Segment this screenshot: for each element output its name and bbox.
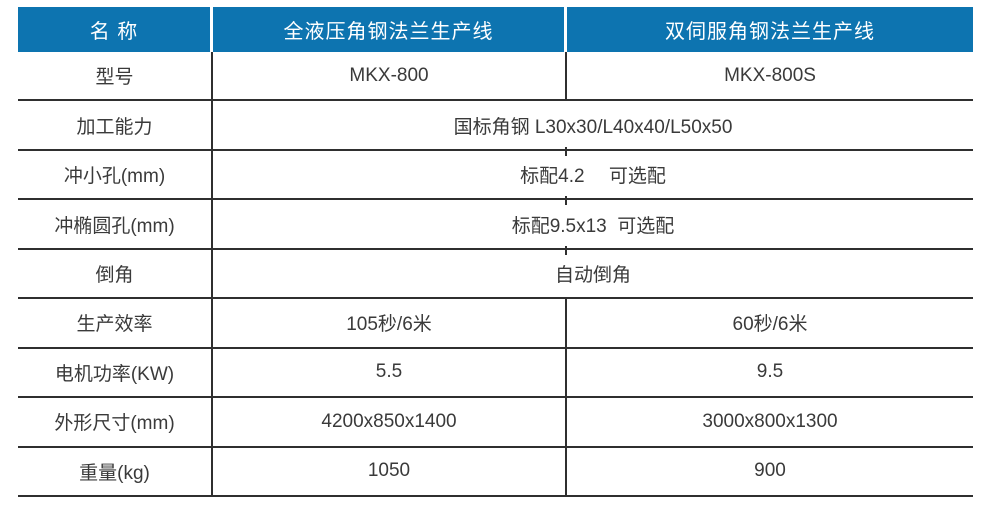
row-value-1: 105秒/6米 (213, 299, 567, 347)
table-row-weight: 重量(kg) 1050 900 (18, 447, 973, 497)
border-stub (565, 196, 567, 205)
table-row-capacity: 加工能力 国标角钢 L30x30/L40x40/L50x50 (18, 101, 973, 151)
row-value-1: MKX-800 (213, 52, 567, 100)
row-value-2: 60秒/6米 (732, 314, 808, 336)
row-value-merged: 国标角钢 L30x30/L40x40/L50x50 (453, 116, 733, 138)
row-label: 电机功率(KW) (18, 348, 213, 397)
row-value-1: 5.5 (213, 348, 567, 397)
row-value-2: 3000x800x1300 (702, 410, 838, 432)
row-value-1: 1050 (213, 447, 567, 495)
row-label: 外形尺寸(mm) (18, 398, 213, 446)
row-value-2: MKX-800S (724, 64, 816, 86)
header-cell-product-1: 全液压角钢法兰生产线 (213, 7, 567, 52)
row-label: 生产效率 (18, 299, 213, 347)
table-header-row: 名 称 全液压角钢法兰生产线 双伺服角钢法兰生产线 (18, 7, 973, 52)
table-row-model: 型号 MKX-800 MKX-800S (18, 52, 973, 102)
row-label: 型号 (18, 52, 213, 100)
header-cell-name: 名 称 (18, 7, 213, 52)
row-label: 重量(kg) (18, 447, 213, 495)
table-row-dimensions: 外形尺寸(mm) 4200x850x1400 3000x800x1300 (18, 398, 973, 448)
spec-table: 名 称 全液压角钢法兰生产线 双伺服角钢法兰生产线 型号 MKX-800 MKX… (18, 7, 973, 497)
row-value-2: 9.5 (756, 361, 784, 383)
row-value-2: 900 (754, 460, 786, 482)
row-value-merged: 自动倒角 (554, 264, 631, 286)
border-stub (565, 147, 567, 156)
row-label: 冲椭圆孔(mm) (18, 200, 213, 248)
row-value-merged: 标配9.5x13 可选配 (511, 215, 675, 237)
table-row-chamfer: 倒角 自动倒角 (18, 249, 973, 300)
table-row-small-hole: 冲小孔(mm) 标配4.2 可选配 (18, 150, 973, 201)
row-label: 加工能力 (18, 101, 213, 149)
table-row-efficiency: 生产效率 105秒/6米 60秒/6米 (18, 299, 973, 349)
header-cell-product-2: 双伺服角钢法兰生产线 (567, 7, 973, 52)
row-label: 冲小孔(mm) (18, 150, 213, 199)
row-label: 倒角 (18, 249, 213, 298)
table-row-motor-power: 电机功率(KW) 5.5 9.5 (18, 348, 973, 399)
table-row-oval-hole: 冲椭圆孔(mm) 标配9.5x13 可选配 (18, 200, 973, 250)
border-stub (565, 246, 567, 255)
row-value-1: 4200x850x1400 (213, 398, 567, 446)
row-value-merged: 标配4.2 可选配 (520, 166, 666, 188)
